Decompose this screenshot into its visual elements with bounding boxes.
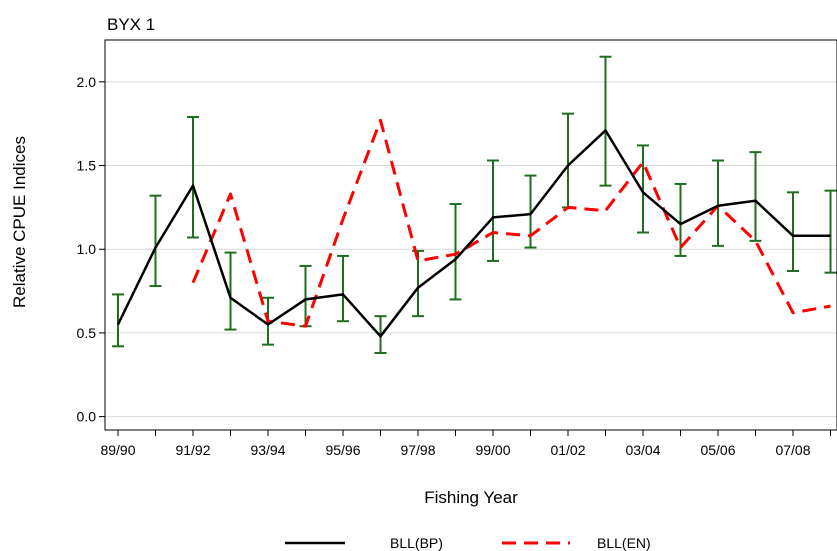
error-bar <box>112 293 124 348</box>
x-tick-label: 91/92 <box>175 442 210 458</box>
gridlines <box>105 81 837 418</box>
error-bar <box>149 194 162 288</box>
error-bar <box>637 144 649 234</box>
error-bar <box>749 151 762 242</box>
x-tick-label: 89/90 <box>100 442 135 458</box>
chart-title: BYX 1 <box>107 15 155 34</box>
series-line-bll-bp <box>116 129 831 338</box>
error-bar <box>787 191 799 272</box>
error-bar <box>187 115 199 239</box>
y-tick-label: 0.5 <box>77 325 97 341</box>
series-line-bll-en <box>191 118 831 328</box>
y-tick-label: 2.0 <box>77 74 97 90</box>
error-bar <box>599 55 612 187</box>
y-tick-label: 0.0 <box>77 409 97 425</box>
error-bar <box>712 159 724 247</box>
x-tick-label: 97/98 <box>400 442 435 458</box>
legend-label: BLL(BP) <box>390 535 443 551</box>
error-bar <box>487 159 499 262</box>
y-tick-label: 1.0 <box>77 241 97 257</box>
legend: BLL(BP) BLL(EN) <box>285 535 651 551</box>
x-tick-label: 99/00 <box>475 442 510 458</box>
x-tick-label: 01/02 <box>550 442 585 458</box>
x-tick-label: 03/04 <box>625 442 660 458</box>
y-tick-label: 1.5 <box>77 158 97 174</box>
x-tick-label: 05/06 <box>700 442 735 458</box>
legend-label: BLL(EN) <box>597 535 651 551</box>
error-bar <box>224 251 237 331</box>
y-axis-label: Relative CPUE Indices <box>10 136 29 308</box>
x-tick-label: 07/08 <box>775 442 810 458</box>
x-tick-label: 93/94 <box>250 442 285 458</box>
error-bar <box>824 189 837 274</box>
plot-frame <box>104 39 837 431</box>
axes: 0.0 0.5 1.0 1.5 2.0 89/90 91/92 93/94 95/96 97/98… <box>77 74 831 458</box>
error-bar <box>337 254 349 323</box>
x-tick-label: 95/96 <box>325 442 360 458</box>
error-bar <box>449 203 462 301</box>
error-bar <box>674 182 687 257</box>
x-axis-label: Fishing Year <box>424 488 518 507</box>
series-lines <box>116 118 831 338</box>
